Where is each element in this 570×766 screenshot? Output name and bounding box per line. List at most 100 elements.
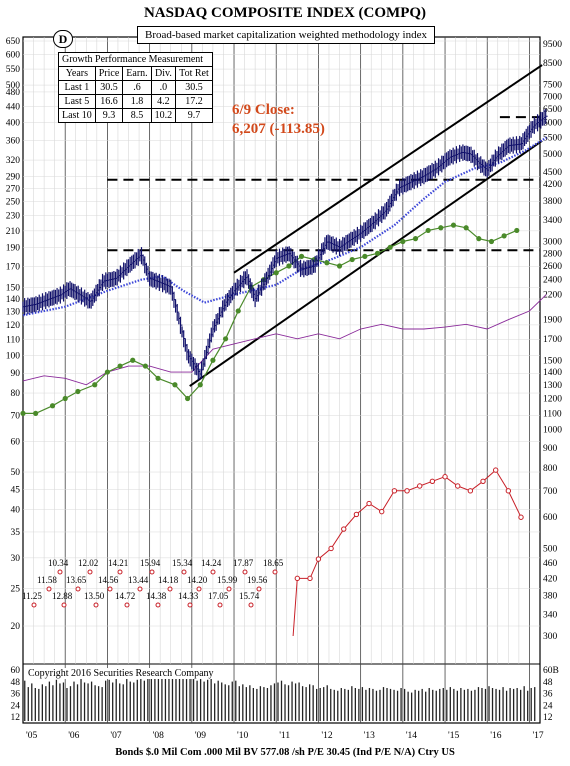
- header-cell: Earn.: [122, 66, 152, 81]
- volume-right-tick: 36: [543, 690, 553, 700]
- right-tick-label: 2600: [543, 262, 562, 272]
- left-tick-label: 400: [6, 119, 21, 129]
- dividend-marker: [117, 569, 123, 575]
- left-tick-label: 30: [11, 554, 21, 564]
- red-point: [417, 483, 423, 489]
- right-tick-label: 300: [543, 632, 558, 642]
- table-cell: Last 1: [58, 80, 96, 95]
- left-tick-label: 40: [11, 506, 21, 516]
- table-row: Last 5 16.6 1.8 4.2 17.2: [58, 94, 213, 109]
- dividend-marker: [107, 586, 113, 592]
- green-point: [104, 369, 111, 375]
- left-tick-label: 360: [6, 136, 21, 146]
- header-cell: Price: [94, 66, 124, 81]
- right-tick-label: 1400: [543, 368, 562, 378]
- red-point: [307, 575, 313, 582]
- performance-table-title: Growth Performance Measurement: [58, 52, 213, 67]
- dividend-marker: [31, 602, 37, 608]
- left-tick-label: 70: [11, 411, 21, 421]
- volume-right-tick: 24: [543, 701, 553, 711]
- left-tick-label: 170: [6, 262, 21, 272]
- left-tick-label: 20: [11, 622, 21, 632]
- dividend-label: 15.99: [217, 575, 238, 585]
- right-tick-label: 4200: [543, 180, 562, 190]
- dividend-label: 13.44: [128, 575, 149, 585]
- left-tick-label: 25: [11, 585, 21, 595]
- close-note: 6/9 Close: 6,207 (-113.85): [232, 101, 325, 139]
- green-point: [20, 410, 26, 416]
- dividend-marker: [210, 569, 216, 575]
- dividend-label: 14.21: [108, 558, 128, 568]
- left-tick-label: 140: [6, 295, 21, 305]
- green-point: [172, 382, 178, 388]
- right-tick-label: 4500: [543, 168, 562, 178]
- right-tick-label: 2200: [543, 291, 562, 301]
- dividend-marker: [75, 586, 81, 592]
- left-tick-label: 150: [6, 283, 21, 293]
- red-point: [328, 545, 334, 552]
- dividend-marker: [187, 602, 193, 608]
- dividend-label: 14.33: [178, 591, 199, 601]
- green-point: [438, 225, 444, 231]
- right-tick-label: 1100: [543, 409, 562, 419]
- header-cell: Div.: [150, 66, 177, 81]
- green-point: [273, 270, 279, 276]
- dividend-marker: [155, 602, 161, 608]
- left-tick-label: 500: [6, 81, 21, 91]
- table-cell: 10.2: [150, 108, 177, 123]
- left-tick-label: 100: [6, 352, 21, 362]
- left-tick-label: 230: [6, 212, 21, 222]
- left-tick-label: 550: [6, 65, 21, 75]
- left-tick-label: 600: [6, 50, 21, 60]
- dividend-marker: [272, 569, 278, 575]
- left-tick-label: 270: [6, 185, 21, 195]
- left-tick-label: 440: [6, 103, 21, 113]
- dividend-label: 14.38: [146, 591, 167, 601]
- left-tick-label: 130: [6, 307, 21, 317]
- red-point: [429, 478, 436, 485]
- dividend-marker: [181, 569, 187, 575]
- right-tick-label: 5000: [543, 150, 562, 160]
- red-point: [480, 478, 486, 485]
- right-tick-label: 700: [543, 487, 558, 497]
- dividend-label: 10.34: [48, 558, 69, 568]
- green-point: [33, 410, 39, 416]
- x-tick-label: '08: [153, 731, 164, 741]
- volume-left-tick: 36: [11, 690, 21, 700]
- dividend-label: 14.18: [158, 575, 179, 585]
- green-point: [387, 244, 393, 250]
- dividend-marker: [57, 569, 63, 575]
- dividend-marker: [167, 586, 173, 592]
- volume-left-tick: 12: [11, 713, 21, 723]
- left-tick-label: 110: [6, 336, 20, 346]
- right-tick-label: 800: [543, 464, 558, 474]
- red-point: [518, 514, 524, 520]
- x-tick-label: '16: [490, 731, 501, 741]
- right-tick-label: 3400: [543, 216, 562, 226]
- green-point: [210, 357, 216, 363]
- close-note-line2: 6,207 (-113.85): [232, 121, 325, 137]
- right-tick-label: 9500: [543, 40, 562, 50]
- right-tick-label: 2400: [543, 276, 562, 286]
- table-cell: 30.5: [175, 80, 213, 95]
- table-cell: 8.5: [122, 108, 152, 123]
- dividend-marker: [217, 602, 223, 608]
- left-tick-label: 45: [11, 486, 21, 496]
- green-point: [286, 263, 292, 269]
- right-tick-label: 380: [543, 591, 558, 601]
- green-point: [362, 253, 368, 259]
- right-tick-label: 1200: [543, 394, 562, 404]
- right-tick-label: 6000: [543, 119, 562, 129]
- left-tick-label: 80: [11, 389, 21, 399]
- volume-right-tick: 60B: [543, 666, 559, 676]
- right-tick-label: 600: [543, 513, 558, 523]
- left-tick-label: 190: [6, 244, 21, 254]
- dividend-label: 15.94: [140, 558, 161, 568]
- red-point: [341, 526, 347, 532]
- left-tick-label: 250: [6, 198, 21, 208]
- x-tick-label: '10: [237, 731, 248, 741]
- dividend-marker: [124, 602, 130, 608]
- right-tick-label: 500: [543, 544, 558, 554]
- table-cell: 1.8: [122, 94, 152, 109]
- table-cell: Last 5: [58, 94, 96, 109]
